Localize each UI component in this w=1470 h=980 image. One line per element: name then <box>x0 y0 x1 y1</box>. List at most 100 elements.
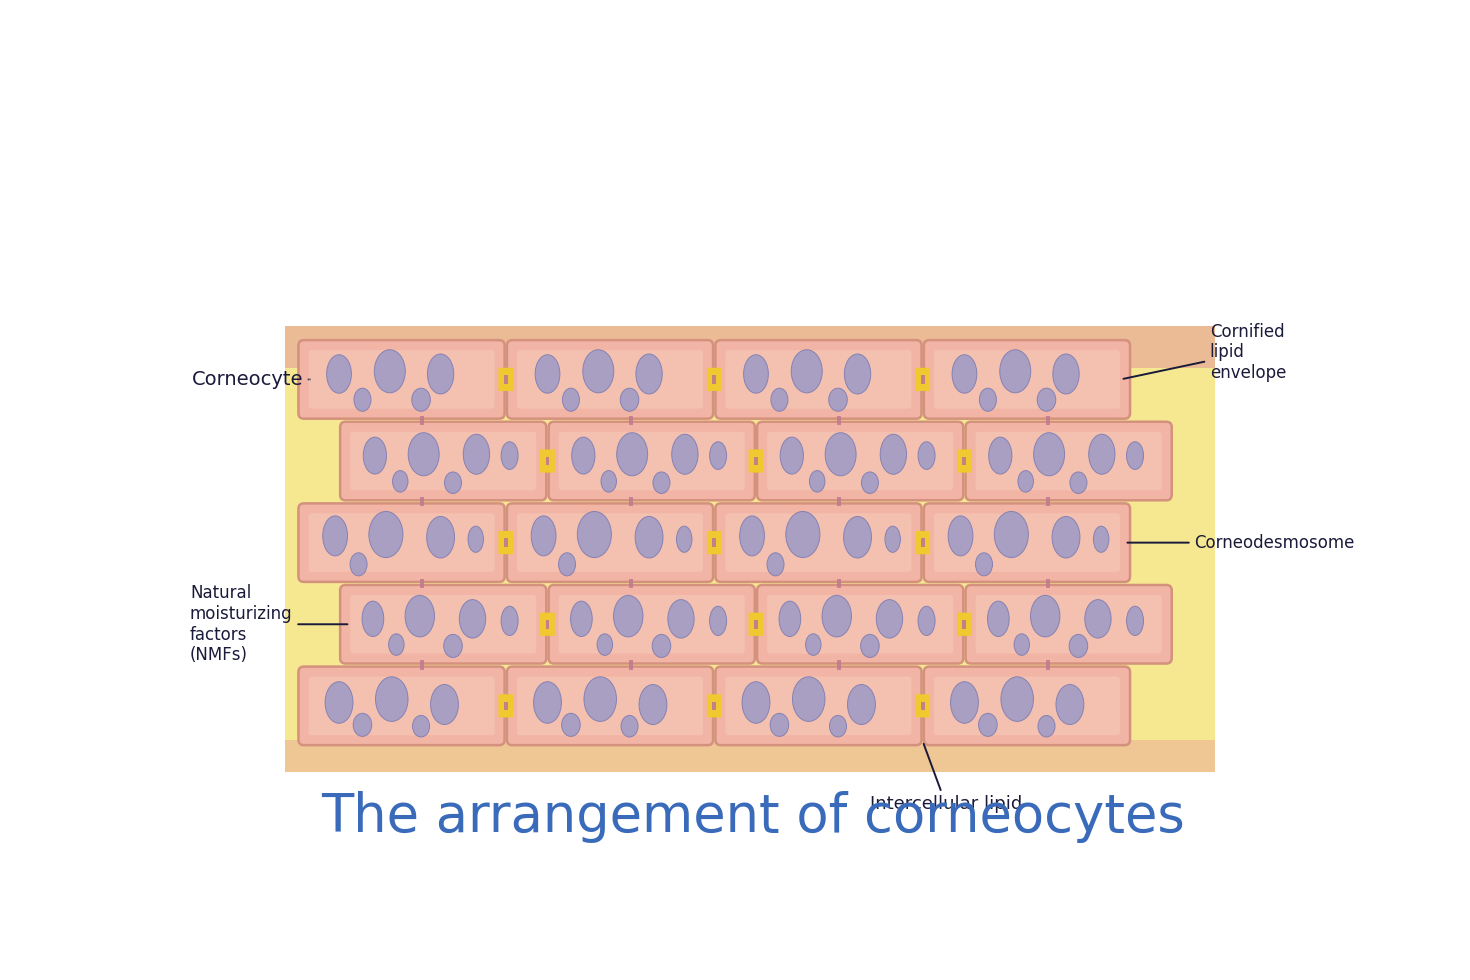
Ellipse shape <box>639 684 667 724</box>
Ellipse shape <box>976 553 992 576</box>
FancyBboxPatch shape <box>933 350 1120 409</box>
Ellipse shape <box>810 470 825 492</box>
Bar <box>545 457 550 465</box>
Ellipse shape <box>791 350 822 393</box>
Ellipse shape <box>578 512 612 558</box>
Ellipse shape <box>919 442 935 469</box>
Bar <box>963 457 966 465</box>
Ellipse shape <box>412 388 431 412</box>
Ellipse shape <box>770 713 789 736</box>
Ellipse shape <box>325 682 353 723</box>
Ellipse shape <box>613 595 642 637</box>
FancyBboxPatch shape <box>507 340 713 418</box>
Ellipse shape <box>1069 634 1088 658</box>
Ellipse shape <box>951 682 979 723</box>
Ellipse shape <box>844 354 870 394</box>
Ellipse shape <box>326 355 351 393</box>
Ellipse shape <box>667 600 694 638</box>
FancyBboxPatch shape <box>957 612 972 636</box>
FancyBboxPatch shape <box>298 504 504 582</box>
Bar <box>420 416 425 425</box>
FancyBboxPatch shape <box>767 595 953 654</box>
FancyBboxPatch shape <box>923 504 1130 582</box>
Ellipse shape <box>426 516 454 558</box>
Ellipse shape <box>1126 607 1144 635</box>
Ellipse shape <box>601 470 616 492</box>
Ellipse shape <box>829 388 847 412</box>
Ellipse shape <box>354 388 370 412</box>
Ellipse shape <box>710 607 726 635</box>
Ellipse shape <box>467 526 484 553</box>
Bar <box>713 375 716 384</box>
FancyBboxPatch shape <box>517 514 703 572</box>
Text: Cornified
lipid
envelope: Cornified lipid envelope <box>1123 322 1286 382</box>
Ellipse shape <box>881 434 907 474</box>
Ellipse shape <box>792 677 825 721</box>
Ellipse shape <box>1038 715 1055 737</box>
Bar <box>504 538 507 547</box>
FancyBboxPatch shape <box>298 340 504 418</box>
Text: Natural
moisturizing
factors
(NMFs): Natural moisturizing factors (NMFs) <box>190 584 347 664</box>
Ellipse shape <box>584 677 616 721</box>
Ellipse shape <box>672 434 698 474</box>
FancyBboxPatch shape <box>748 612 763 636</box>
FancyBboxPatch shape <box>309 676 494 735</box>
Ellipse shape <box>637 354 662 394</box>
Bar <box>504 702 507 710</box>
Ellipse shape <box>635 516 663 558</box>
FancyBboxPatch shape <box>517 676 703 735</box>
Ellipse shape <box>501 607 517 635</box>
Ellipse shape <box>375 350 406 393</box>
FancyBboxPatch shape <box>933 514 1120 572</box>
FancyBboxPatch shape <box>707 531 722 555</box>
FancyBboxPatch shape <box>916 531 931 555</box>
Ellipse shape <box>463 434 490 474</box>
Ellipse shape <box>582 350 614 393</box>
Ellipse shape <box>409 433 440 476</box>
Bar <box>838 497 841 507</box>
Bar <box>754 457 759 465</box>
Bar <box>1045 416 1050 425</box>
Text: Corneodesmosome: Corneodesmosome <box>1127 534 1355 552</box>
Ellipse shape <box>597 634 613 656</box>
Ellipse shape <box>1017 470 1033 492</box>
FancyBboxPatch shape <box>517 350 703 409</box>
Ellipse shape <box>653 472 670 494</box>
Bar <box>420 497 425 507</box>
FancyBboxPatch shape <box>933 676 1120 735</box>
Bar <box>920 375 925 384</box>
Ellipse shape <box>534 682 562 723</box>
FancyBboxPatch shape <box>726 514 911 572</box>
FancyBboxPatch shape <box>539 612 554 636</box>
FancyBboxPatch shape <box>507 504 713 582</box>
Ellipse shape <box>979 388 997 412</box>
FancyBboxPatch shape <box>966 421 1172 500</box>
Bar <box>920 538 925 547</box>
FancyBboxPatch shape <box>916 368 931 391</box>
FancyBboxPatch shape <box>707 694 722 717</box>
Ellipse shape <box>822 595 851 637</box>
Bar <box>963 620 966 628</box>
Bar <box>285 325 1214 368</box>
Bar <box>838 661 841 669</box>
Text: The arrangement of corneocytes: The arrangement of corneocytes <box>322 791 1185 843</box>
Ellipse shape <box>570 601 592 637</box>
Ellipse shape <box>1014 634 1029 656</box>
FancyBboxPatch shape <box>707 368 722 391</box>
Ellipse shape <box>406 595 435 637</box>
FancyBboxPatch shape <box>559 432 745 490</box>
Bar <box>1045 579 1050 588</box>
Ellipse shape <box>710 442 726 469</box>
Ellipse shape <box>1000 350 1030 393</box>
Ellipse shape <box>767 553 784 576</box>
FancyBboxPatch shape <box>340 585 547 663</box>
Text: Corneocyte: Corneocyte <box>191 369 310 389</box>
FancyBboxPatch shape <box>548 421 754 500</box>
Ellipse shape <box>444 634 462 658</box>
Ellipse shape <box>653 634 670 658</box>
FancyBboxPatch shape <box>539 450 554 472</box>
Bar <box>713 538 716 547</box>
Bar <box>285 740 1214 772</box>
Ellipse shape <box>375 677 409 721</box>
FancyBboxPatch shape <box>976 432 1161 490</box>
